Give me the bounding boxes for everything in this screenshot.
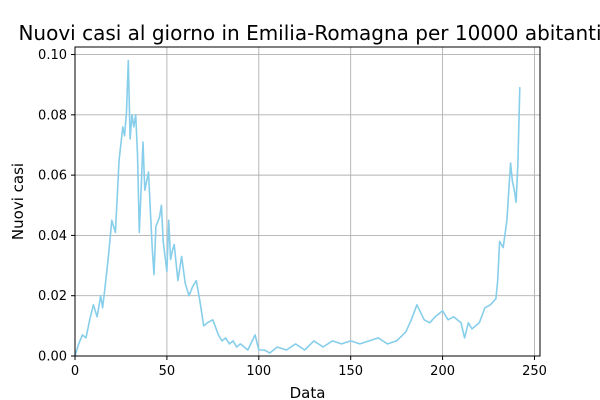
- x-tick-label: 0: [71, 364, 79, 379]
- y-axis-ticks: 0.00 0.02 0.04 0.06 0.08 0.10: [38, 48, 75, 365]
- x-tick-label: 50: [159, 364, 176, 379]
- x-tick-label: 150: [338, 364, 363, 379]
- chart-title: Nuovi casi al giorno in Emilia-Romagna p…: [18, 21, 600, 45]
- x-axis-label: Data: [290, 384, 326, 400]
- x-tick-label: 250: [522, 364, 547, 379]
- y-axis-label: Nuovi casi: [9, 163, 27, 240]
- axes-frame: [74, 46, 541, 357]
- x-axis-ticks: 0 50 100 150 200 250: [71, 356, 547, 379]
- y-tick-label: 0.08: [38, 108, 67, 123]
- x-tick-label: 100: [246, 364, 271, 379]
- series-line-new-cases: [74, 59, 521, 357]
- y-tick-label: 0.10: [38, 48, 67, 63]
- x-tick-label: 200: [430, 364, 455, 379]
- plot-area: [74, 59, 521, 357]
- y-tick-label: 0.06: [38, 169, 67, 184]
- y-tick-label: 0.04: [38, 229, 67, 244]
- y-tick-label: 0.00: [38, 350, 67, 365]
- grid-lines: [74, 47, 540, 357]
- y-tick-label: 0.02: [38, 289, 67, 304]
